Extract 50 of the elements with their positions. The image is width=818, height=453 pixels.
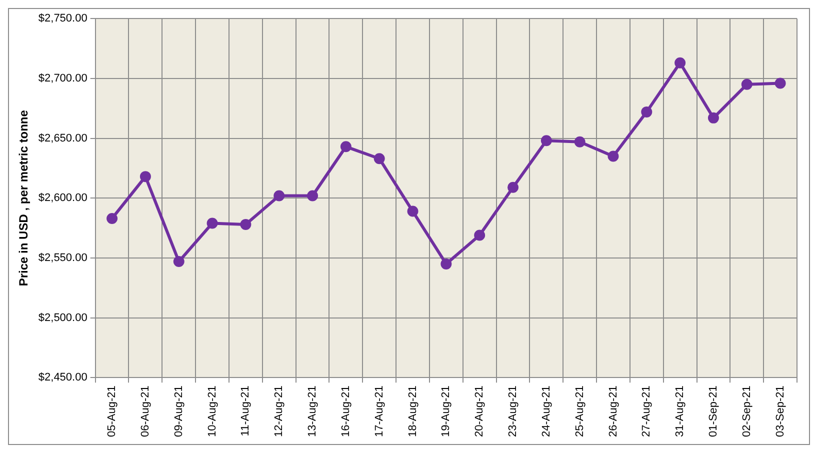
y-tick-label: $2,500.00 bbox=[38, 312, 88, 324]
point bbox=[708, 112, 719, 124]
x-tick-label: 10-Aug-21 bbox=[206, 386, 218, 438]
x-tick-label: 20-Aug-21 bbox=[474, 386, 486, 438]
x-tick-label: 25-Aug-21 bbox=[574, 386, 586, 438]
point bbox=[608, 150, 619, 162]
point bbox=[374, 153, 385, 164]
y-tick-label: $2,600.00 bbox=[38, 192, 88, 204]
x-tick-label: 13-Aug-21 bbox=[306, 386, 319, 438]
y-tick-label: $2,450.00 bbox=[38, 372, 88, 384]
x-tick-label: 16-Aug-21 bbox=[340, 386, 352, 438]
x-tick-label: 09-Aug-21 bbox=[172, 386, 185, 438]
point bbox=[474, 230, 486, 241]
x-tick-label: 19-Aug-21 bbox=[440, 386, 452, 438]
x-tick-label: 24-Aug-21 bbox=[540, 386, 552, 438]
x-tick-label: 17-Aug-21 bbox=[373, 386, 386, 438]
x-tick-label: 03-Sep-21 bbox=[774, 386, 786, 438]
point bbox=[307, 190, 318, 202]
x-tick-label: 01-Sep-21 bbox=[708, 386, 720, 438]
x-tick-label: 12-Aug-21 bbox=[273, 386, 286, 438]
x-tick-label: 05-Aug-21 bbox=[106, 386, 118, 438]
x-tick-label: 23-Aug-21 bbox=[507, 386, 520, 438]
point bbox=[407, 206, 418, 217]
y-tick-label: $2,650.00 bbox=[38, 132, 88, 144]
point bbox=[173, 256, 184, 268]
x-tick-label: 18-Aug-21 bbox=[406, 386, 419, 438]
point bbox=[240, 218, 252, 230]
point bbox=[274, 190, 285, 202]
x-tick-label: 11-Aug-21 bbox=[240, 386, 252, 436]
point bbox=[106, 212, 118, 224]
x-tick-label: 31-Aug-21 bbox=[674, 386, 686, 438]
point bbox=[340, 141, 352, 152]
point bbox=[140, 171, 151, 182]
y-tick-label: $2,750.00 bbox=[38, 12, 88, 25]
x-tick-label: 26-Aug-21 bbox=[607, 386, 620, 438]
y-axis-title: Price in USD , per metric tonne bbox=[16, 110, 31, 286]
point bbox=[574, 136, 586, 148]
x-tick-label: 06-Aug-21 bbox=[139, 386, 152, 438]
point bbox=[674, 57, 686, 68]
point bbox=[641, 106, 652, 118]
x-tick-label: 02-Sep-21 bbox=[740, 386, 753, 438]
point bbox=[507, 182, 518, 193]
point bbox=[206, 218, 218, 229]
point bbox=[540, 135, 552, 146]
point bbox=[774, 78, 786, 89]
y-tick-label: $2,700.00 bbox=[38, 72, 88, 84]
point bbox=[741, 78, 752, 90]
y-tick-label: $2,550.00 bbox=[38, 252, 88, 264]
x-tick-label: 27-Aug-21 bbox=[640, 386, 653, 438]
point bbox=[440, 258, 452, 270]
